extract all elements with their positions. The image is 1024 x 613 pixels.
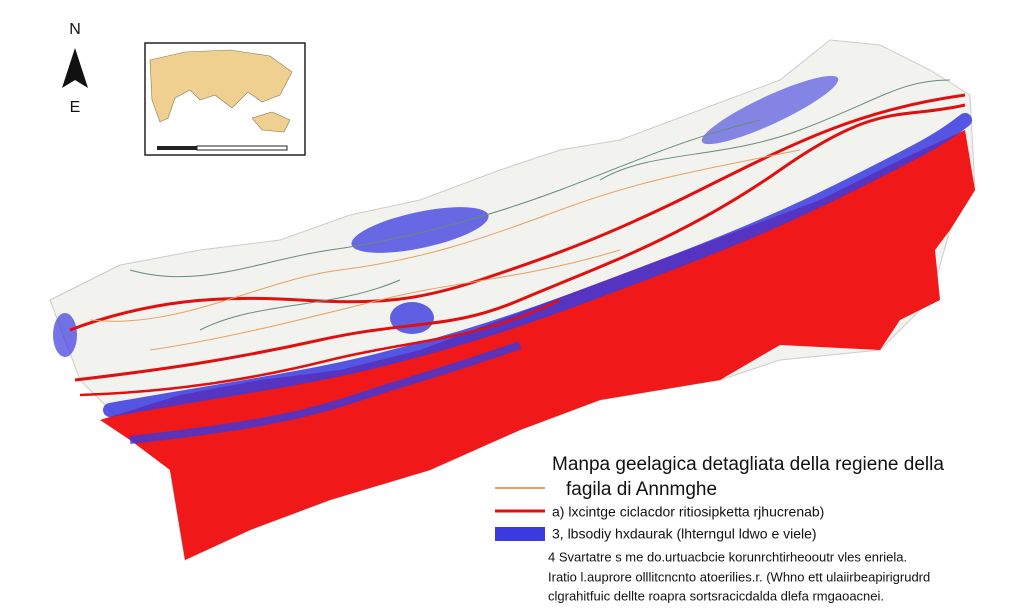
fault-line bbox=[79, 298, 561, 397]
compass-north: N bbox=[69, 21, 81, 38]
footnote: 4 Svartatre s me do.urtuacbcie korunrcht… bbox=[548, 549, 907, 564]
legend-item: a) lxcintge ciclacdor ritiosipketta rjhu… bbox=[552, 504, 824, 520]
blue-zone bbox=[351, 207, 489, 253]
legend-swatch-blue bbox=[495, 527, 545, 541]
blue-zone bbox=[701, 75, 839, 145]
blue-zone bbox=[103, 113, 972, 417]
drainage-line bbox=[89, 149, 801, 351]
drainage-line bbox=[129, 79, 951, 331]
legend-item: 3, lbsodiy hxdaurak (lhterngul ldwo e vi… bbox=[552, 526, 817, 542]
compass-east: E bbox=[70, 99, 81, 116]
blue-zone bbox=[390, 302, 434, 334]
fault-line bbox=[69, 93, 966, 332]
inset-scale bbox=[196, 145, 288, 151]
compass-arrow bbox=[62, 48, 88, 88]
legend-title: fagila di Annmghe bbox=[566, 479, 717, 500]
footnote: clgrahitfuic dellte roapra sortsracicdal… bbox=[548, 588, 884, 603]
red-zone bbox=[100, 130, 975, 560]
blue-zone bbox=[53, 313, 77, 357]
inset-scale bbox=[157, 146, 197, 150]
blue-zone bbox=[129, 341, 522, 444]
inset-land bbox=[149, 49, 293, 133]
legend-title: Manpa geelagica detagliata della regiene… bbox=[552, 454, 944, 475]
red-zone bbox=[680, 300, 780, 335]
footnote: Iratio l.auprore olllitcncnto atoerilies… bbox=[548, 569, 930, 584]
fault-line bbox=[74, 103, 966, 382]
